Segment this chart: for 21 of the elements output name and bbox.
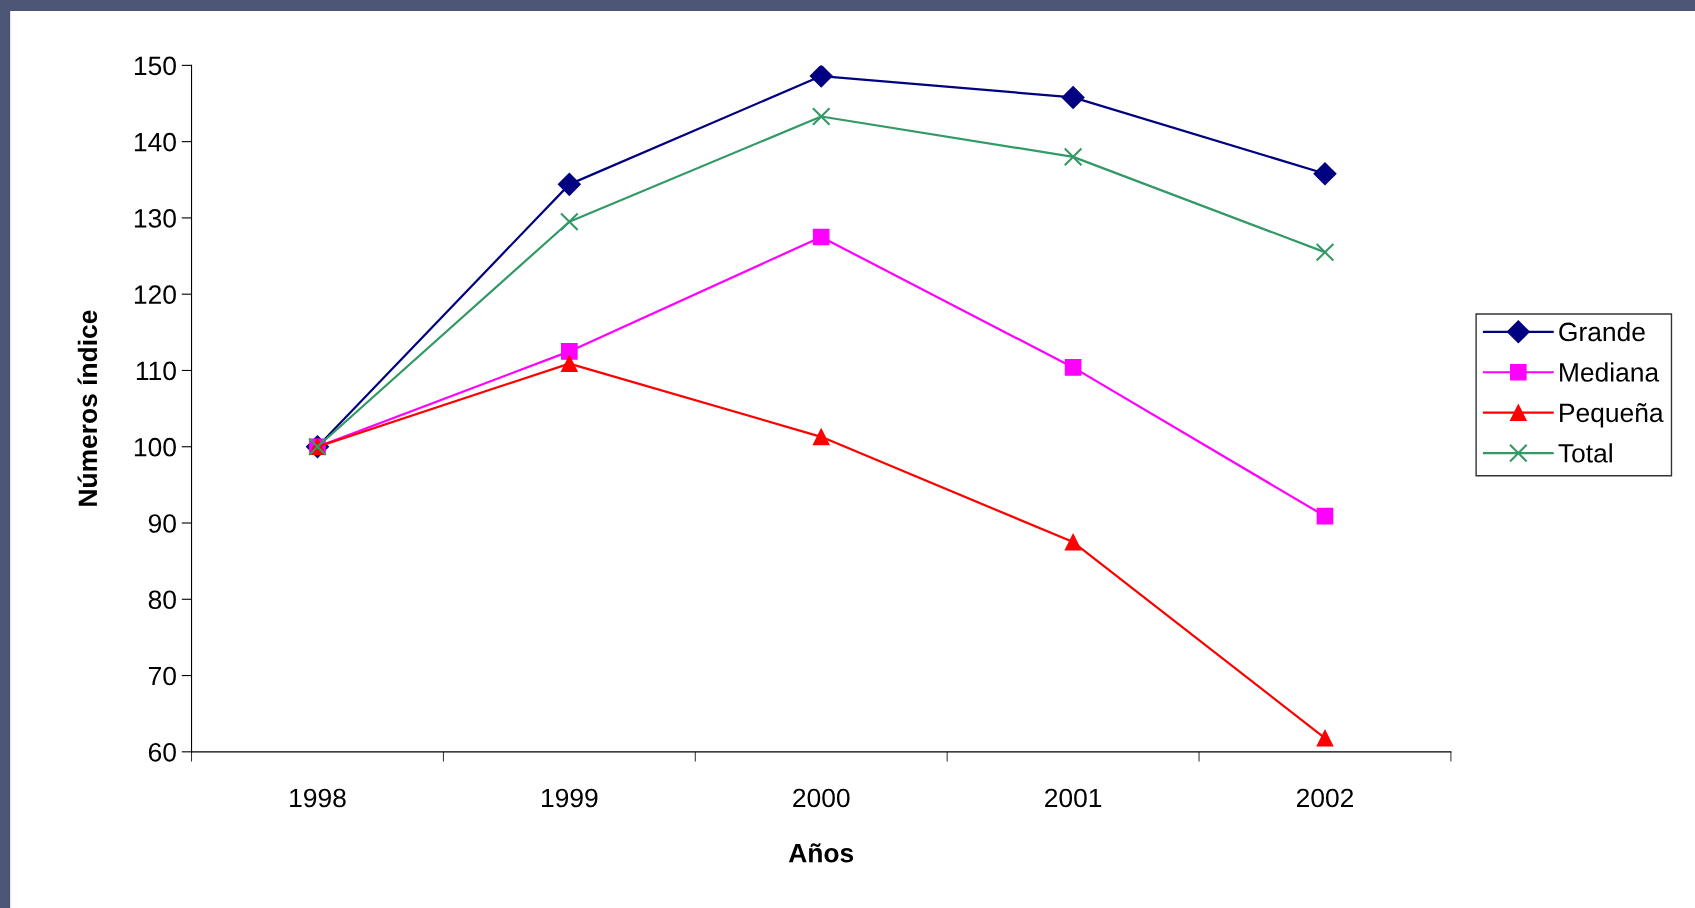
y-tick-label: 100 [134,437,176,457]
y-tick-label: 110 [136,361,176,381]
legend-label: Mediana [1560,362,1660,382]
legend-label: Pequeña [1560,402,1664,428]
y-tick-label: 130 [134,209,176,228]
y-axis-title: Números índice [77,310,98,506]
x-tick-label: 1998 [290,788,346,808]
y-tick-label: 120 [134,285,176,305]
y-tick-label: 90 [148,514,176,533]
x-tick-label: 1999 [542,788,598,808]
y-tick-label: 140 [134,132,176,152]
x-tick-label: 2002 [1296,788,1354,808]
x-tick-label: 2001 [1045,788,1102,808]
x-tick-label: 2000 [793,788,850,808]
y-tick-label: 70 [148,666,176,686]
y-tick-label: 80 [148,590,176,610]
legend-label: Total [1558,443,1612,463]
y-tick-label: 150 [134,56,176,76]
x-axis-title: Años [788,843,854,863]
y-tick-label: 60 [148,742,176,762]
legend-label: Grande [1559,321,1645,342]
